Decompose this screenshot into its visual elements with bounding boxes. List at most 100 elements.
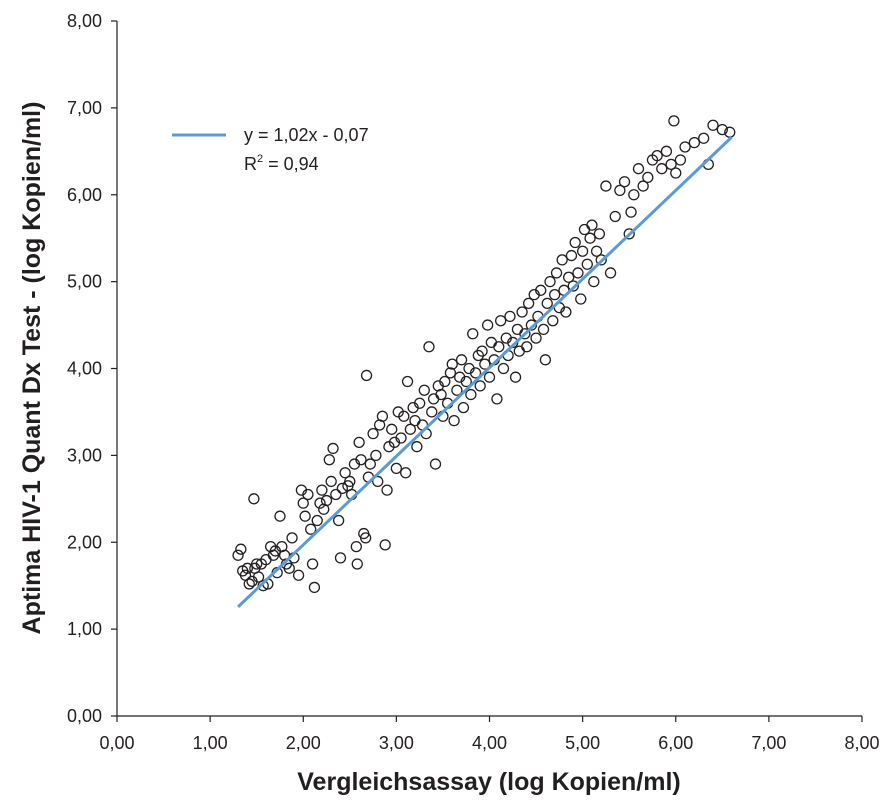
y-tick-label: 0,00: [67, 706, 102, 726]
data-point: [537, 323, 550, 336]
data-point: [360, 369, 373, 382]
data-point: [308, 581, 321, 594]
data-point: [572, 267, 584, 279]
data-point: [670, 167, 682, 179]
x-ticks: 0,00 1,00 2,00 3,00 4,00 5,00 6,00 7,00 8,00: [99, 716, 880, 753]
data-point: [305, 523, 317, 535]
data-point: [547, 315, 559, 327]
data-point: [674, 154, 687, 166]
data-point: [467, 328, 479, 340]
data-point: [423, 341, 435, 353]
data-point: [386, 423, 398, 435]
data-point: [651, 150, 663, 162]
data-point: [274, 510, 286, 522]
data-point: [491, 393, 503, 405]
data-point: [707, 119, 719, 131]
data-point: [435, 388, 447, 401]
data-point: [556, 254, 568, 266]
data-point: [637, 180, 649, 192]
data-point: [241, 562, 254, 574]
data-point: [448, 414, 460, 427]
data-point: [376, 410, 389, 422]
x-tick-label: 7,00: [751, 733, 786, 753]
data-point: [283, 562, 295, 574]
data-point: [372, 475, 384, 488]
data-point: [409, 414, 421, 427]
data-point: [698, 132, 710, 144]
data-point: [465, 388, 477, 401]
data-point: [509, 371, 522, 383]
y-axis-title: Aptima HIV-1 Quant Dx Test - (log Kopien…: [18, 102, 46, 635]
data-point: [334, 552, 347, 564]
data-point: [593, 228, 606, 240]
data-point: [339, 467, 351, 479]
y-tick-label: 3,00: [67, 445, 102, 465]
data-point: [404, 423, 416, 435]
y-tick-label: 6,00: [67, 185, 102, 205]
data-point: [497, 362, 510, 375]
data-point: [609, 210, 621, 223]
x-tick-label: 0,00: [99, 733, 134, 753]
axes: 0,00 1,00 2,00 3,00 4,00 5,00 6,00 7,00 8,00 0,0…: [67, 11, 880, 753]
data-point: [336, 482, 349, 495]
data-point: [292, 569, 305, 581]
data-point: [320, 494, 333, 507]
data-point: [370, 449, 382, 462]
data-point: [544, 275, 556, 288]
data-point: [472, 349, 484, 362]
data-point: [353, 436, 365, 448]
data-point: [485, 336, 498, 349]
data-point: [479, 358, 491, 370]
x-tick-label: 8,00: [844, 733, 879, 753]
data-point: [474, 380, 486, 392]
data-point: [286, 532, 298, 544]
data-point: [521, 341, 533, 353]
legend: y = 1,02x - 0,07 R2 = 0,94: [172, 125, 369, 174]
data-point: [660, 145, 673, 157]
data-point: [504, 310, 516, 323]
data-point: [359, 532, 372, 544]
data-point: [560, 306, 572, 318]
data-point: [332, 514, 345, 527]
data-point: [460, 375, 472, 388]
data-point: [569, 236, 581, 249]
y-tick-label: 2,00: [67, 532, 102, 552]
data-point: [595, 254, 607, 266]
x-tick-label: 3,00: [379, 733, 414, 753]
data-point: [252, 571, 265, 583]
data-point: [565, 249, 578, 262]
y-tick-label: 5,00: [67, 272, 102, 292]
y-tick-label: 7,00: [67, 98, 102, 118]
data-point: [457, 401, 470, 414]
data-point: [513, 345, 525, 357]
x-tick-label: 6,00: [658, 733, 693, 753]
data-point: [390, 462, 403, 475]
data-point: [314, 497, 326, 509]
data-point: [642, 171, 654, 184]
data-point: [455, 354, 468, 366]
data-point: [576, 245, 589, 257]
data-point: [306, 558, 319, 570]
data-point: [364, 458, 376, 470]
data-point: [476, 345, 488, 357]
legend-equation: y = 1,02x - 0,07: [244, 125, 369, 145]
data-point: [535, 284, 547, 296]
data-point: [400, 467, 412, 479]
data-point: [248, 493, 260, 505]
data-point: [584, 232, 596, 244]
data-point: [679, 141, 691, 153]
data-point: [316, 484, 328, 496]
data-point: [581, 258, 593, 270]
data-point: [414, 397, 426, 409]
x-axis-title: Vergleichsassay (log Kopien/ml): [297, 768, 680, 796]
data-point: [688, 136, 701, 149]
data-point: [351, 558, 363, 570]
y-tick-label: 8,00: [67, 11, 102, 31]
data-point: [297, 497, 309, 509]
data-point: [493, 341, 505, 353]
data-point: [623, 228, 635, 240]
data-point: [330, 488, 342, 501]
trendline: [237, 136, 733, 608]
data-point: [379, 539, 391, 551]
data-point: [550, 267, 563, 279]
